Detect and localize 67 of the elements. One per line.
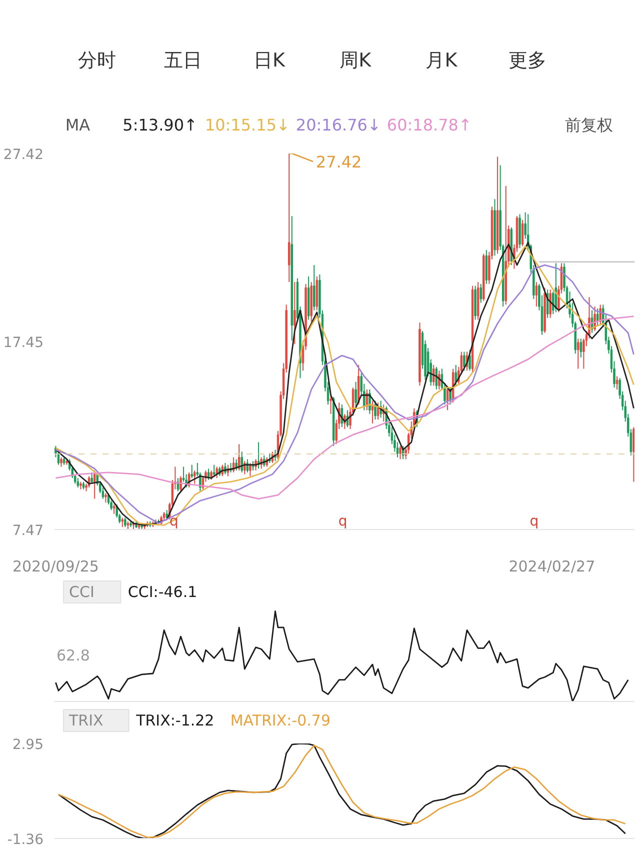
legend-title: CCI: [69, 583, 94, 601]
candlestick: [180, 476, 182, 492]
y-tick-label: 17.45: [3, 334, 44, 351]
text: 日K: [254, 50, 286, 72]
candlestick: [212, 464, 216, 477]
candlestick: [435, 366, 438, 390]
text: 60:18.78↑: [386, 116, 472, 134]
legend-title: MA: [65, 116, 90, 134]
text: 分时: [78, 50, 116, 72]
text: CCI:-46.1: [128, 583, 198, 601]
series-label: MATRIX:-0.79: [230, 712, 331, 730]
candlestick: [60, 456, 62, 468]
candlestick: [288, 154, 290, 283]
candlestick: [76, 478, 80, 488]
candlestick: [432, 364, 435, 386]
annotation: q: [338, 514, 348, 530]
text: 20:16.76↓: [296, 116, 381, 134]
candlestick: [313, 264, 316, 311]
text: 10:15.15↓: [204, 116, 290, 134]
y-tick-label: 7.47: [12, 523, 44, 539]
candlestick: [596, 308, 599, 326]
text: 5:13.90↑: [122, 116, 198, 134]
annotation: 62.8: [56, 646, 90, 664]
candlestick: [190, 464, 193, 479]
text: 月K: [426, 50, 458, 72]
legend-title: TRIX: [68, 712, 104, 730]
text: 五日: [164, 50, 202, 72]
text: 周K: [340, 50, 372, 72]
candlestick: [238, 444, 240, 472]
candlestick: [632, 426, 634, 482]
candlestick: [194, 470, 196, 484]
y-tick-label: 2.95: [12, 737, 44, 753]
candlestick: [463, 351, 466, 372]
candlestick: [468, 349, 471, 372]
text: 更多: [508, 50, 547, 72]
candlestick: [93, 470, 96, 500]
candlestick: [112, 504, 116, 514]
candlestick: [616, 376, 618, 390]
candlestick: [340, 404, 344, 428]
candlestick: [249, 462, 252, 477]
x-tick-label: 2024/02/27: [508, 558, 596, 576]
candlestick: [354, 381, 357, 407]
y-tick-label: 27.42: [3, 147, 44, 163]
candlestick: [121, 517, 124, 528]
annotation: q: [530, 514, 539, 530]
text: TRIX:-1.22: [135, 712, 214, 730]
candlestick: [549, 289, 552, 318]
candlestick: [102, 486, 104, 500]
candlestick: [294, 282, 296, 345]
candlestick: [480, 283, 482, 304]
candlestick: [438, 370, 440, 390]
candlestick: [246, 458, 249, 473]
candlestick: [535, 282, 538, 308]
y-tick-label: -1.36: [7, 832, 44, 846]
candlestick: [580, 338, 582, 358]
candlestick: [454, 364, 457, 386]
candlestick: [577, 338, 580, 370]
text: 前复权: [565, 116, 614, 134]
candlestick: [399, 446, 402, 460]
candlestick: [330, 394, 332, 414]
candlestick: [124, 517, 126, 528]
x-tick-label: 2020/09/25: [12, 558, 99, 576]
candlestick: [554, 262, 558, 313]
candlestick: [104, 492, 107, 504]
candlestick: [240, 451, 243, 473]
candlestick: [216, 466, 218, 479]
annotation: 27.42: [316, 152, 362, 172]
